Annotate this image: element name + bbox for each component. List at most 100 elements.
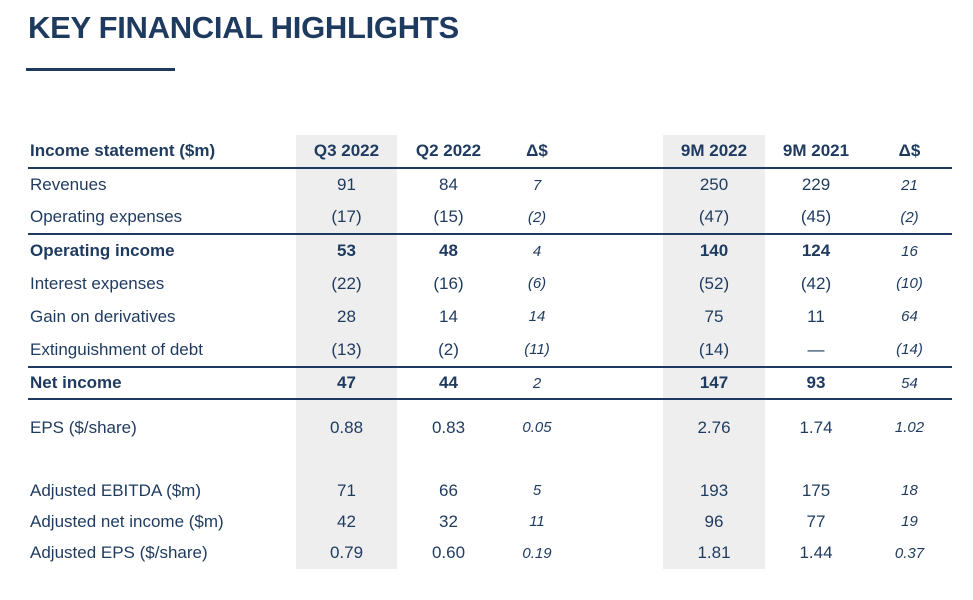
- cell-extinguishment-of-debt-nine_m_2021: —: [807, 339, 825, 359]
- title-underline: [26, 68, 175, 71]
- cell-extinguishment-of-debt-nine_m_2022: (14): [663, 333, 765, 367]
- cell-interest-expenses-nine_m_2021: (42): [800, 273, 832, 293]
- cell-empty: [574, 399, 663, 451]
- cell-eps-label: EPS ($/share): [30, 417, 137, 437]
- column-header-q2_2022: Q2 2022: [397, 135, 500, 169]
- cell-empty: [574, 366, 663, 400]
- cell-empty: [663, 451, 765, 475]
- cell-adjusted-net-income-nine_m_2021: 77: [806, 511, 826, 531]
- cell-eps-q2_2022: 0.83: [431, 417, 466, 437]
- cell-adjusted-ebitda-nine_m_2021: 175: [801, 480, 831, 500]
- cell-operating-income-q2_2022: 48: [397, 233, 500, 267]
- cell-gain-on-derivatives-delta_nine_m: 64: [901, 308, 918, 325]
- cell-extinguishment-of-debt-q3_2022: (13): [296, 333, 397, 367]
- cell-eps-delta_quarter: 0.05: [522, 419, 552, 436]
- cell-operating-income-delta_nine_m: 16: [867, 233, 952, 267]
- cell-operating-expenses-q2_2022: (15): [433, 207, 464, 226]
- row-interest-expenses: Interest expenses (22) (16) (6) (52) (42) (10): [28, 267, 952, 300]
- cell-adjusted-ebitda-q2_2022: 66: [439, 480, 458, 500]
- cell-net-income-q2_2022: 44: [397, 366, 500, 400]
- cell-gain-on-derivatives-delta_quarter: 14: [528, 308, 546, 325]
- cell-operating-income-nine_m_2021: 124: [765, 233, 867, 267]
- cell-net-income-delta_quarter: 2: [500, 366, 574, 400]
- cell-gain-on-derivatives-q3_2022: 28: [296, 300, 397, 333]
- column-header-nine_m_2022: 9M 2022: [663, 135, 765, 169]
- cell-empty: [574, 201, 663, 234]
- column-header-delta_nine_m: Δ$: [867, 135, 952, 169]
- cell-adjusted-net-income-delta_quarter: 11: [529, 513, 545, 530]
- cell-adjusted-eps-nine_m_2022: 1.81: [663, 537, 765, 569]
- cell-net-income-nine_m_2021: 93: [765, 366, 867, 400]
- cell-adjusted-ebitda-nine_m_2022: 193: [663, 475, 765, 506]
- cell-operating-expenses-nine_m_2022: (47): [663, 201, 765, 234]
- cell-empty: [574, 537, 663, 569]
- cell-revenues-delta_quarter: 7: [532, 176, 542, 194]
- cell-operating-expenses-q3_2022: (17): [296, 201, 397, 234]
- cell-adjusted-net-income-q2_2022: 32: [439, 511, 458, 531]
- cell-empty: [867, 451, 952, 475]
- cell-adjusted-net-income-nine_m_2022: 96: [663, 506, 765, 537]
- cell-empty: [765, 451, 867, 475]
- cell-net-income-q3_2022: 47: [296, 366, 397, 400]
- cell-empty: [574, 300, 663, 333]
- cell-empty: [574, 475, 663, 506]
- cell-adjusted-eps-q2_2022: 0.60: [431, 543, 466, 562]
- cell-adjusted-net-income-delta_nine_m: 19: [901, 513, 918, 530]
- cell-adjusted-ebitda-delta_nine_m: 18: [901, 482, 918, 499]
- financial-table: Income statement ($m) Q3 2022 Q2 2022 Δ$ 9M …: [28, 135, 952, 569]
- cell-gain-on-derivatives-nine_m_2021: 11: [807, 306, 825, 326]
- cell-revenues-nine_m_2021: 229: [801, 175, 831, 194]
- row-net-income: Net income 47 44 2 147 93 54: [28, 366, 952, 400]
- column-header-label: Income statement ($m): [28, 135, 296, 169]
- cell-empty: [574, 451, 663, 475]
- row-extinguishment-of-debt: Extinguishment of debt (13) (2) (11) (14) — (1…: [28, 333, 952, 367]
- cell-eps-nine_m_2022: 2.76: [663, 399, 765, 451]
- cell-adjusted-ebitda-delta_quarter: 5: [532, 482, 542, 499]
- cell-adjusted-ebitda-label: Adjusted EBITDA ($m): [30, 480, 202, 500]
- row-revenues: Revenues 91 84 7 250 229 21: [28, 168, 952, 201]
- cell-revenues-q2_2022: 84: [439, 175, 458, 194]
- table-body: Revenues 91 84 7 250 229 21 Operating expenses (…: [28, 168, 952, 569]
- cell-operating-expenses-delta_nine_m: (2): [900, 208, 919, 226]
- cell-empty: [28, 451, 296, 475]
- cell-revenues-label: Revenues: [30, 175, 107, 194]
- header-row: Income statement ($m) Q3 2022 Q2 2022 Δ$ 9M …: [28, 135, 952, 169]
- cell-adjusted-eps-label: Adjusted EPS ($/share): [30, 543, 208, 562]
- cell-operating-income-delta_quarter: 4: [500, 233, 574, 267]
- income-statement-table-wrap: Income statement ($m) Q3 2022 Q2 2022 Δ$ 9M …: [28, 135, 952, 569]
- row-adjusted-net-income: Adjusted net income ($m) 42 32 11 96 77 19: [28, 506, 952, 537]
- cell-adjusted-net-income-label: Adjusted net income ($m): [30, 511, 224, 531]
- cell-operating-income-q3_2022: 53: [296, 233, 397, 267]
- cell-empty: [574, 233, 663, 267]
- column-header-delta_quarter: Δ$: [500, 135, 574, 169]
- cell-adjusted-eps-delta_quarter: 0.19: [522, 544, 552, 562]
- cell-interest-expenses-delta_nine_m: (10): [896, 275, 923, 292]
- cell-extinguishment-of-debt-delta_nine_m: (14): [896, 341, 923, 358]
- row-eps: EPS ($/share) 0.88 0.83 0.05 2.76 1.74 1.02: [28, 399, 952, 451]
- cell-gain-on-derivatives-nine_m_2022: 75: [663, 300, 765, 333]
- cell-adjusted-ebitda-q3_2022: 71: [296, 475, 397, 506]
- cell-interest-expenses-q2_2022: (16): [433, 273, 464, 293]
- cell-gain-on-derivatives-label: Gain on derivatives: [30, 306, 176, 326]
- cell-interest-expenses-delta_quarter: (6): [527, 275, 547, 292]
- cell-operating-expenses-delta_quarter: (2): [527, 208, 547, 226]
- row-gain-on-derivatives: Gain on derivatives 28 14 14 75 11 64: [28, 300, 952, 333]
- row-gap: [28, 451, 952, 475]
- cell-eps-delta_nine_m: 1.02: [894, 419, 925, 436]
- cell-empty: [574, 333, 663, 367]
- cell-operating-income-label: Operating income: [28, 233, 296, 267]
- cell-empty: [574, 506, 663, 537]
- row-operating-income: Operating income 53 48 4 140 124 16: [28, 233, 952, 267]
- cell-eps-nine_m_2021: 1.74: [799, 417, 833, 437]
- cell-empty: [397, 451, 500, 475]
- page-title: KEY FINANCIAL HIGHLIGHTS: [28, 10, 459, 45]
- cell-operating-expenses-label: Operating expenses: [30, 207, 183, 226]
- cell-extinguishment-of-debt-label: Extinguishment of debt: [30, 339, 203, 359]
- cell-empty: [500, 451, 574, 475]
- cell-eps-q3_2022: 0.88: [296, 399, 397, 451]
- cell-operating-expenses-nine_m_2021: (45): [800, 207, 832, 226]
- header-spacer: [574, 135, 663, 169]
- cell-interest-expenses-q3_2022: (22): [296, 267, 397, 300]
- cell-revenues-delta_nine_m: 21: [901, 176, 918, 194]
